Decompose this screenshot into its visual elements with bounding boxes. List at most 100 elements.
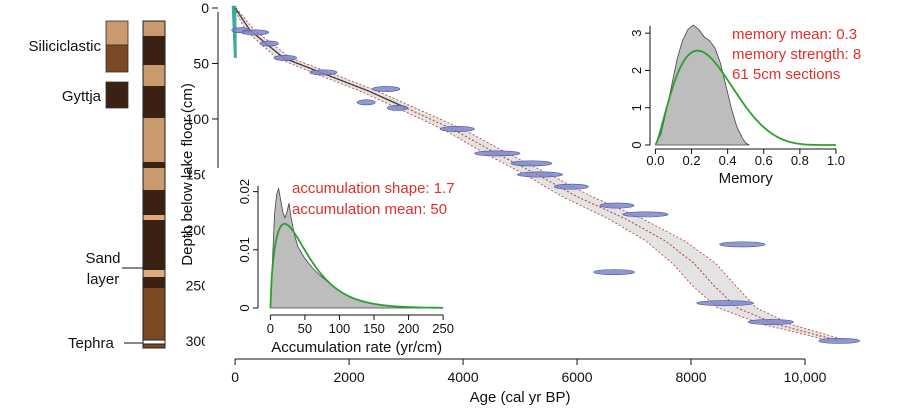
core-column — [142, 20, 166, 349]
memory-curves — [654, 24, 836, 146]
main-x-axis-label: Age (cal yr BP) — [470, 389, 571, 406]
dates-group — [231, 27, 861, 344]
core-unit-5 — [143, 162, 165, 168]
model-lower-bound — [235, 7, 848, 342]
core-unit-12 — [143, 288, 165, 340]
acc-x-tick-label-5: 250 — [432, 321, 454, 336]
siliciclastic-label: Siliciclastic — [28, 38, 101, 55]
date-marker-11 — [516, 171, 564, 178]
memory-sections-annotation: 61 5cm sections — [732, 66, 840, 83]
mem-y-tick-label-3: 3 — [629, 30, 644, 37]
mem-y-tick-label-1: 1 — [629, 104, 644, 111]
accumulation-mean-annotation: accumulation mean: 50 — [292, 201, 447, 218]
main-x-tick-label-1: 2000 — [334, 369, 365, 385]
date-marker-18 — [747, 319, 794, 325]
core-unit-14 — [143, 344, 165, 348]
core-outline — [142, 20, 166, 349]
date-marker-16 — [719, 241, 766, 248]
siliciclastic-swatch-dark — [105, 44, 129, 73]
memory-mean-annotation: memory mean: 0.3 — [732, 26, 857, 43]
date-marker-10 — [510, 160, 553, 167]
core-unit-2 — [143, 65, 165, 86]
core-unit-10 — [143, 270, 165, 277]
core-unit-4 — [143, 118, 165, 162]
main-y-tick-label-1: 50 — [193, 55, 209, 71]
core-unit-7 — [143, 190, 165, 215]
memory-axes: 0 1 2 3 0.0 0.2 0.4 0.6 0.8 1.0 — [629, 25, 845, 168]
mem-x-tick-label-5: 1.0 — [827, 153, 845, 168]
core-unit-8 — [143, 215, 165, 220]
core-unit-1 — [143, 36, 165, 65]
memory-strength-annotation: memory strength: 8 — [732, 46, 861, 63]
date-marker-9 — [474, 150, 521, 157]
main-y-tick-label-6: 300 — [186, 333, 210, 349]
mem-x-tick-label-0: 0.0 — [646, 153, 664, 168]
core-stratigraphy: Siliciclastic Gyttja Sand layer Tephra — [28, 20, 166, 352]
mem-y-tick-label-2: 2 — [629, 67, 644, 74]
acc-y-tick-label-1: 0.01 — [237, 237, 252, 262]
main-y-tick-label-3: 150 — [186, 166, 210, 182]
accumulation-inset-background — [205, 168, 495, 358]
accumulation-axes: 0 0.01 0.02 0 50 100 150 200 250 — [237, 179, 454, 336]
mem-x-tick-label-3: 0.6 — [755, 153, 773, 168]
main-y-tick-label-2: 100 — [186, 111, 210, 127]
mem-prior-curve — [654, 49, 836, 146]
main-x-tick-label-2: 4000 — [447, 369, 478, 385]
acc-x-tick-label-3: 150 — [363, 321, 385, 336]
date-marker-12 — [553, 183, 589, 190]
gyttja-swatch — [105, 81, 129, 109]
memory-x-axis-label: Memory — [719, 170, 774, 187]
date-marker-7 — [386, 104, 409, 111]
main-y-axis-label: Depth below lake floor (cm) — [179, 83, 196, 266]
date-marker-8 — [439, 126, 475, 132]
main-x-tick-label-3: 6000 — [561, 369, 592, 385]
date-marker-4 — [309, 69, 338, 76]
acc-x-tick-label-1: 50 — [298, 321, 312, 336]
core-unit-13 — [143, 340, 165, 344]
gyttja-label: Gyttja — [62, 88, 102, 105]
date-marker-15 — [593, 269, 635, 276]
core-unit-3 — [143, 86, 165, 118]
date-marker-13 — [599, 202, 635, 209]
acc-prior-curve — [269, 222, 444, 309]
mem-y-tick-label-0: 0 — [629, 141, 644, 148]
core-unit-6 — [143, 168, 165, 190]
date-marker-1 — [241, 29, 270, 36]
sand-layer-label-line2: layer — [87, 271, 120, 288]
core-unit-9 — [143, 220, 165, 270]
mem-x-tick-label-4: 0.8 — [791, 153, 809, 168]
main-y-tick-label-5: 250 — [186, 277, 210, 293]
main-x-tick-label-4: 8000 — [675, 369, 706, 385]
date-marker-6 — [356, 99, 376, 106]
main-y-tick-label-4: 200 — [186, 222, 210, 238]
accumulation-shape-annotation: accumulation shape: 1.7 — [292, 180, 455, 197]
accumulation-rate-inset: 0 0.01 0.02 0 50 100 150 200 250 Accumulation ra… — [205, 168, 495, 358]
date-marker-19 — [818, 338, 861, 344]
accumulation-x-axis-label: Accumulation rate (yr/cm) — [271, 339, 442, 356]
memory-inset: 0 1 2 3 0.0 0.2 0.4 0.6 0.8 1.0 Memory memory mea… — [620, 8, 892, 190]
accumulation-curves — [269, 187, 444, 309]
tephra-label: Tephra — [68, 335, 115, 352]
main-x-tick-label-0: 0 — [231, 369, 239, 385]
acc-y-tick-label-2: 0.02 — [237, 179, 252, 204]
date-marker-5 — [372, 86, 401, 92]
acc-x-tick-label-4: 200 — [398, 321, 420, 336]
mem-x-tick-label-2: 0.4 — [719, 153, 737, 168]
main-y-tick-label-0: 0 — [201, 0, 209, 16]
acc-x-tick-label-0: 0 — [267, 321, 274, 336]
sand-layer-label-line1: Sand — [85, 250, 120, 267]
date-marker-17 — [696, 300, 755, 307]
core-unit-11 — [143, 277, 165, 288]
siliciclastic-swatch-light — [105, 20, 129, 46]
date-marker-2 — [259, 40, 279, 47]
main-x-tick-label-5: 10,000 — [784, 369, 827, 385]
mem-posterior-area — [654, 24, 750, 146]
acc-x-tick-label-2: 100 — [329, 321, 351, 336]
date-marker-3 — [273, 55, 297, 61]
date-marker-14 — [622, 211, 669, 218]
mem-x-tick-label-1: 0.2 — [682, 153, 700, 168]
memory-inset-background — [620, 8, 892, 190]
